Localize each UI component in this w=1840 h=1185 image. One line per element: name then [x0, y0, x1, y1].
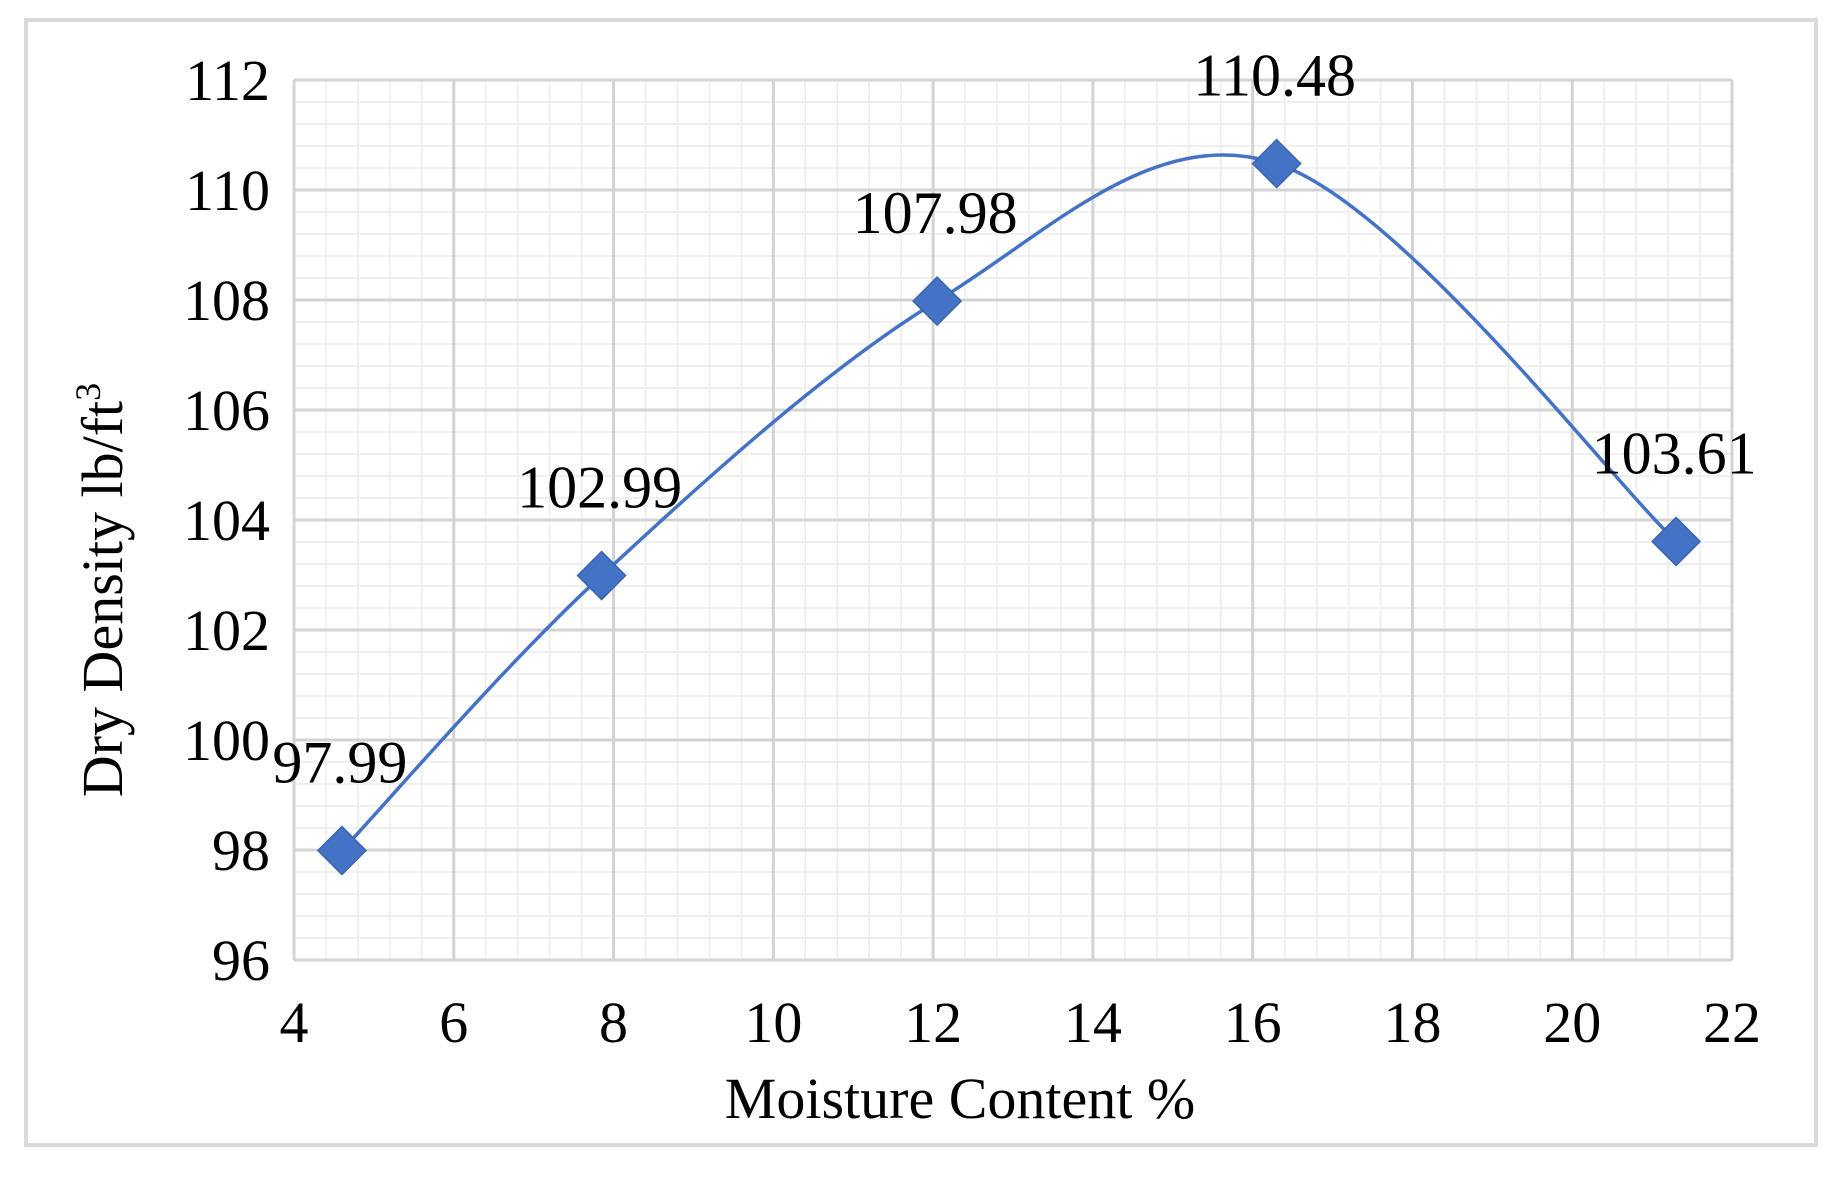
grid-layer — [292, 78, 1734, 962]
y-tick-label: 96 — [212, 928, 270, 993]
x-tick-label: 4 — [280, 990, 309, 1055]
x-tick-label: 20 — [1543, 990, 1601, 1055]
y-tick-label: 106 — [183, 378, 270, 443]
y-tick-label: 110 — [185, 158, 270, 223]
series-line — [340, 153, 1678, 852]
data-label: 107.98 — [853, 180, 1018, 246]
data-point-marker — [1251, 138, 1302, 189]
y-tick-label: 102 — [183, 598, 270, 663]
x-tick-label: 22 — [1703, 990, 1761, 1055]
x-tick-label: 12 — [904, 990, 962, 1055]
curve-layer — [340, 153, 1678, 852]
y-tick-label: 98 — [212, 818, 270, 883]
data-point-marker — [316, 825, 367, 876]
data-label: 102.99 — [517, 455, 682, 521]
x-tick-label: 10 — [744, 990, 802, 1055]
x-tick-label: 16 — [1224, 990, 1282, 1055]
x-tick-label: 14 — [1064, 990, 1122, 1055]
tick-layer: 4 6 8 10 12 14 16 18 20 22 96 98 100 102 104 106 108 110 1… — [183, 48, 1761, 1055]
data-label: 110.48 — [1193, 43, 1356, 109]
y-tick-label: 104 — [183, 488, 270, 553]
y-tick-label: 100 — [183, 708, 270, 773]
x-tick-label: 8 — [599, 990, 628, 1055]
x-tick-label: 6 — [439, 990, 468, 1055]
x-axis-label: Moisture Content % — [725, 1066, 1195, 1131]
data-point-marker — [576, 550, 627, 601]
data-point-marker — [912, 276, 963, 327]
y-axis-label: Dry Density lb/ft3 — [68, 383, 135, 797]
label-layer: 97.99 102.99 107.98 110.48 103.61 — [272, 43, 1756, 796]
data-point-marker — [1651, 516, 1702, 567]
marker-layer — [316, 138, 1702, 876]
y-axis-label-main: Dry Density lb/ft — [70, 401, 135, 797]
chart-border — [24, 18, 1818, 1147]
data-label: 97.99 — [272, 730, 407, 796]
x-tick-label: 18 — [1383, 990, 1441, 1055]
y-tick-label: 112 — [185, 48, 270, 113]
y-axis-label-superscript: 3 — [68, 383, 108, 401]
y-tick-label: 108 — [183, 268, 270, 333]
data-label: 103.61 — [1592, 420, 1757, 486]
